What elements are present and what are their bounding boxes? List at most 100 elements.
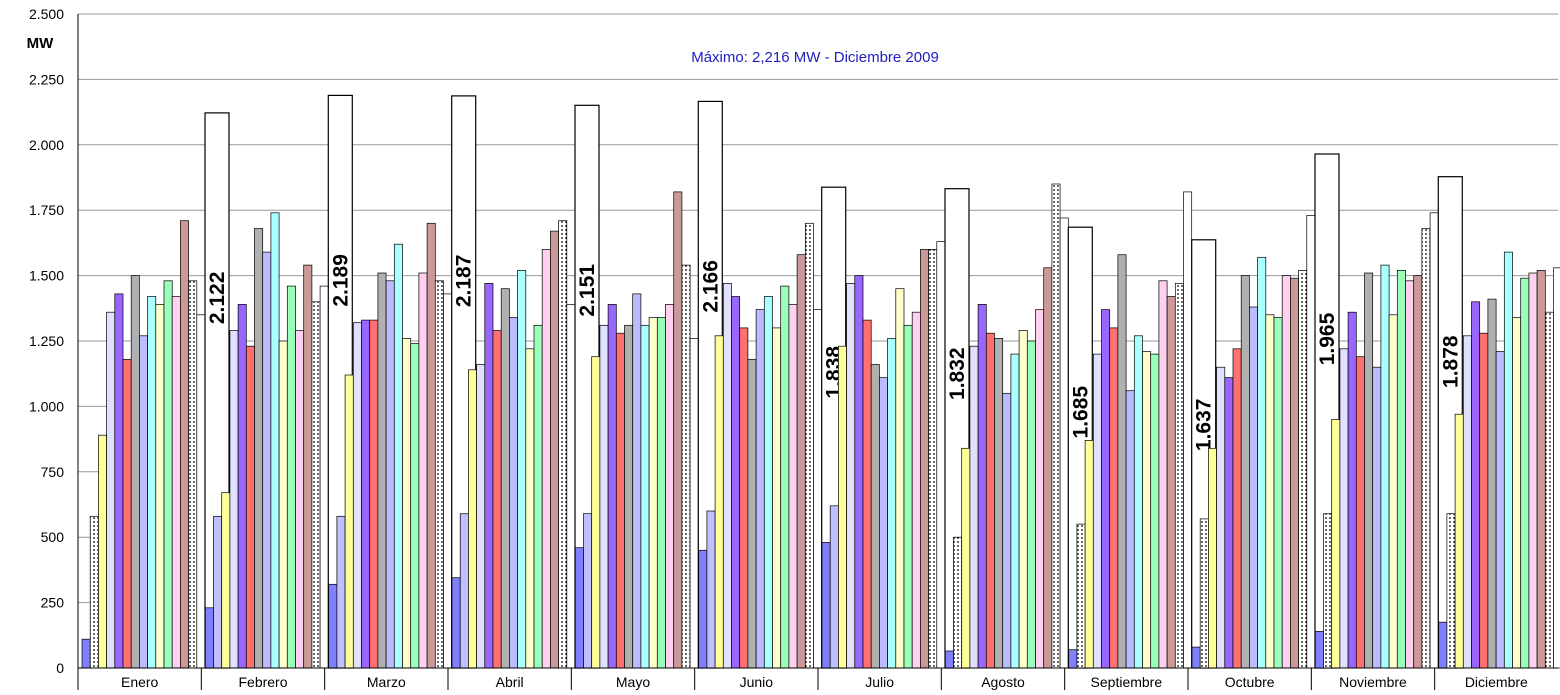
bar (838, 345, 847, 669)
bar (1010, 353, 1020, 669)
bar (813, 309, 823, 669)
bar (624, 324, 634, 669)
bar (985, 332, 995, 669)
bar (393, 243, 403, 669)
bar (517, 270, 527, 669)
bar (698, 549, 708, 669)
bar (1323, 513, 1333, 669)
bar (1454, 413, 1464, 669)
x-tick-label: Octubre (1225, 674, 1275, 690)
bar (1068, 649, 1078, 669)
bar (402, 338, 412, 669)
bar (278, 340, 288, 669)
x-tick-label: Diciembre (1465, 674, 1528, 690)
bar (920, 249, 929, 669)
bar (1396, 270, 1406, 669)
data-label: 1.832 (946, 347, 969, 400)
x-tick-label: Agosto (981, 674, 1025, 690)
bar (681, 264, 691, 669)
bar (788, 304, 798, 669)
bar (1372, 366, 1382, 669)
bar (1331, 419, 1341, 669)
bar (550, 230, 559, 669)
bar (1249, 306, 1258, 669)
bar (821, 542, 831, 669)
bar (1026, 340, 1036, 669)
y-tick-label: 750 (41, 464, 65, 480)
bar (98, 434, 107, 669)
x-tick-label: Enero (121, 674, 159, 690)
bar (994, 338, 1004, 669)
bar (443, 293, 453, 669)
bar (846, 283, 856, 669)
bar (558, 220, 568, 669)
bar (171, 296, 181, 669)
bar (747, 358, 757, 669)
y-tick-label: 500 (41, 529, 65, 545)
bar (196, 314, 206, 669)
bar (977, 304, 987, 669)
bar (1355, 356, 1365, 669)
bar (1462, 335, 1472, 669)
bar (204, 607, 214, 669)
bar (879, 377, 888, 669)
bar (1314, 631, 1324, 669)
bar (361, 319, 371, 669)
bar (426, 222, 436, 669)
bar (870, 364, 880, 669)
bar (1240, 275, 1250, 669)
bar (1471, 301, 1481, 669)
bar (583, 513, 593, 669)
bar (459, 513, 469, 669)
y-tick-label: 1.500 (29, 268, 64, 284)
bar (130, 275, 140, 669)
bar (1043, 267, 1053, 669)
bar (961, 447, 971, 669)
bar (213, 515, 223, 669)
bar (319, 285, 329, 669)
bar (1150, 353, 1160, 669)
bar (155, 304, 165, 669)
bar (221, 492, 231, 669)
bar (468, 369, 477, 669)
bar (1109, 327, 1119, 669)
bar (1347, 311, 1357, 669)
y-tick-label: 2.250 (29, 71, 64, 87)
bar (1446, 513, 1456, 669)
bar (607, 304, 617, 669)
bar (410, 343, 420, 669)
bar (500, 288, 510, 669)
x-tick-label: Noviembre (1339, 674, 1407, 690)
bar (1503, 251, 1513, 669)
bar (254, 228, 264, 669)
bar (829, 505, 839, 669)
bar (755, 309, 765, 669)
bar (862, 319, 872, 669)
bar (772, 327, 782, 669)
bar (944, 650, 954, 669)
bar (780, 285, 790, 669)
bar (1092, 353, 1102, 669)
bar (509, 317, 518, 669)
bar (286, 285, 296, 669)
bar (1125, 390, 1135, 669)
data-label: 1.685 (1069, 386, 1092, 439)
bar (739, 327, 749, 669)
bar (887, 338, 897, 669)
x-tick-label: Septiembre (1091, 674, 1163, 690)
bar (1306, 215, 1316, 669)
bar (106, 311, 116, 669)
bar (369, 319, 379, 669)
bar (180, 220, 189, 669)
bar (928, 249, 938, 669)
bar (377, 272, 387, 669)
data-label: 2.151 (576, 264, 599, 317)
bar (936, 241, 946, 669)
bar (796, 254, 806, 669)
bar (706, 510, 716, 669)
y-tick-label: 250 (41, 595, 65, 611)
bar (1388, 314, 1398, 669)
bar (615, 332, 625, 669)
bar (969, 345, 979, 669)
